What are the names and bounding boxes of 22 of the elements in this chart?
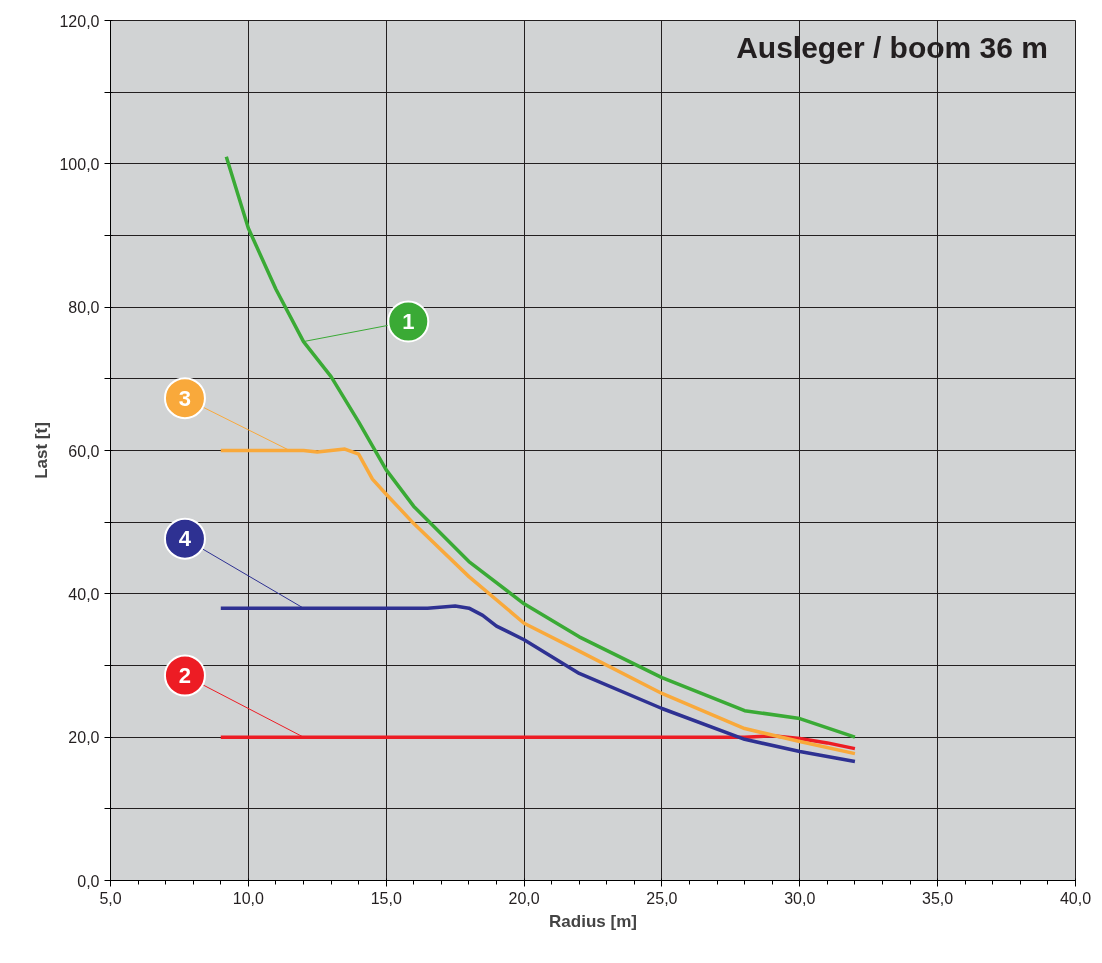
y-tick-label: 0,0 (77, 872, 100, 890)
text: 4 (178, 526, 192, 552)
y-tick-label: 120,0 (59, 12, 100, 30)
legend-label: 1 (402, 309, 415, 334)
x-tick-label: 30,0 (784, 889, 816, 907)
x-tick-label: 25,0 (646, 889, 678, 907)
x-tick-label: 5,0 (99, 889, 122, 907)
y-tick-label: 20,0 (68, 729, 100, 747)
x-tick-label: 35,0 (922, 889, 954, 907)
x-tick-label: 20,0 (508, 889, 540, 907)
line-series (224, 154, 857, 739)
y-axis-title: Last [t] (32, 422, 52, 479)
x-axis-title: Radius [m] (549, 911, 637, 931)
y-tick-label: 40,0 (68, 585, 100, 603)
x-tick-label: 40,0 (1059, 889, 1092, 907)
y-tick-label: 80,0 (68, 299, 100, 317)
x-tick-label: 10,0 (232, 889, 265, 907)
x-tick-label: 15,0 (370, 889, 402, 907)
y-tick-label: 100,0 (59, 155, 100, 173)
text: 2 (178, 663, 192, 689)
text: 3 (178, 385, 192, 411)
y-tick-label: 60,0 (68, 442, 100, 460)
